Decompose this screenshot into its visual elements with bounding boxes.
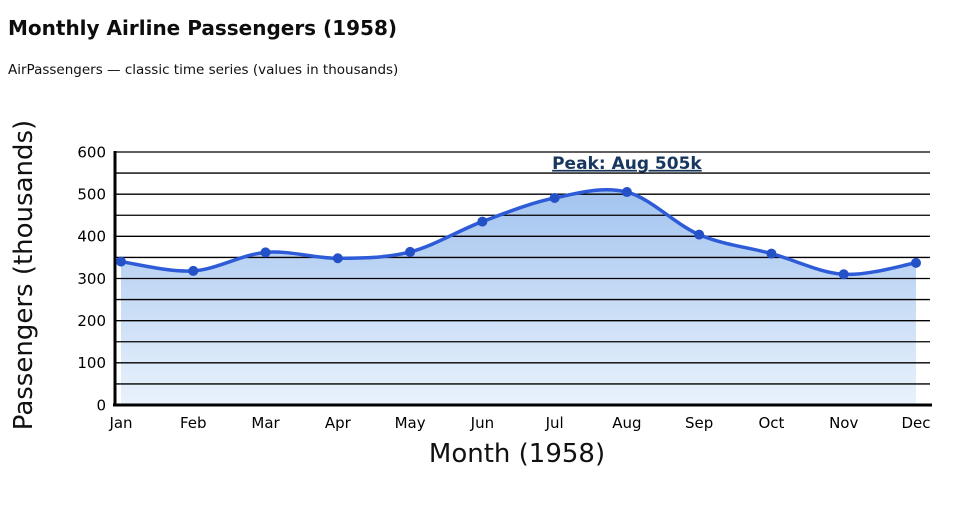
x-tick-label: Oct bbox=[758, 414, 784, 432]
y-tick-label: 300 bbox=[77, 270, 106, 288]
data-point-marker bbox=[260, 247, 271, 258]
y-tick-label: 600 bbox=[77, 143, 106, 161]
data-point-marker bbox=[766, 248, 777, 259]
area-fill bbox=[121, 189, 916, 405]
y-tick-label: 200 bbox=[77, 312, 106, 330]
y-tick-label: 0 bbox=[96, 396, 106, 414]
x-tick-label: Jun bbox=[470, 414, 494, 432]
x-tick-label: Feb bbox=[180, 414, 207, 432]
y-tick-label: 100 bbox=[77, 354, 106, 372]
data-point-marker bbox=[477, 216, 488, 227]
data-point-marker bbox=[405, 246, 416, 257]
x-tick-label: Mar bbox=[251, 414, 280, 432]
x-tick-label: Dec bbox=[901, 414, 930, 432]
page-subtitle: AirPassengers — classic time series (val… bbox=[8, 62, 399, 78]
data-point-marker bbox=[694, 229, 705, 240]
data-point-marker bbox=[116, 256, 126, 267]
y-tick-label: 500 bbox=[77, 185, 106, 203]
data-point-marker bbox=[838, 269, 849, 280]
plot-area: 0 100 200 300 400 500 600 Jan Feb Mar Apr May Jun Jul… bbox=[77, 143, 932, 432]
data-point-marker bbox=[621, 187, 632, 198]
x-tick-label: May bbox=[395, 414, 426, 432]
x-tick-label: Jul bbox=[545, 414, 564, 432]
data-point-marker bbox=[549, 192, 560, 203]
peak-annotation: Peak: Aug 505k bbox=[552, 154, 702, 174]
page: Monthly Airline Passengers (1958) AirPas… bbox=[0, 16, 960, 516]
series-line bbox=[119, 188, 918, 277]
data-point-marker bbox=[911, 257, 921, 268]
x-tick-label: Nov bbox=[829, 414, 858, 432]
x-tick-label: Apr bbox=[325, 414, 352, 432]
y-tick-label: 400 bbox=[77, 228, 106, 246]
x-tick-label: Jan bbox=[108, 414, 132, 432]
page-title: Monthly Airline Passengers (1958) bbox=[8, 16, 397, 40]
data-point-marker bbox=[332, 253, 343, 264]
data-point-marker bbox=[188, 265, 199, 276]
x-tick-label: Sep bbox=[685, 414, 713, 432]
y-axis-label: Passengers (thousands) bbox=[9, 120, 39, 430]
x-tick-label: Aug bbox=[612, 414, 641, 432]
passengers-chart: 0 100 200 300 400 500 600 Jan Feb Mar Apr May Jun Jul… bbox=[9, 120, 932, 469]
x-axis-label: Month (1958) bbox=[429, 439, 605, 469]
